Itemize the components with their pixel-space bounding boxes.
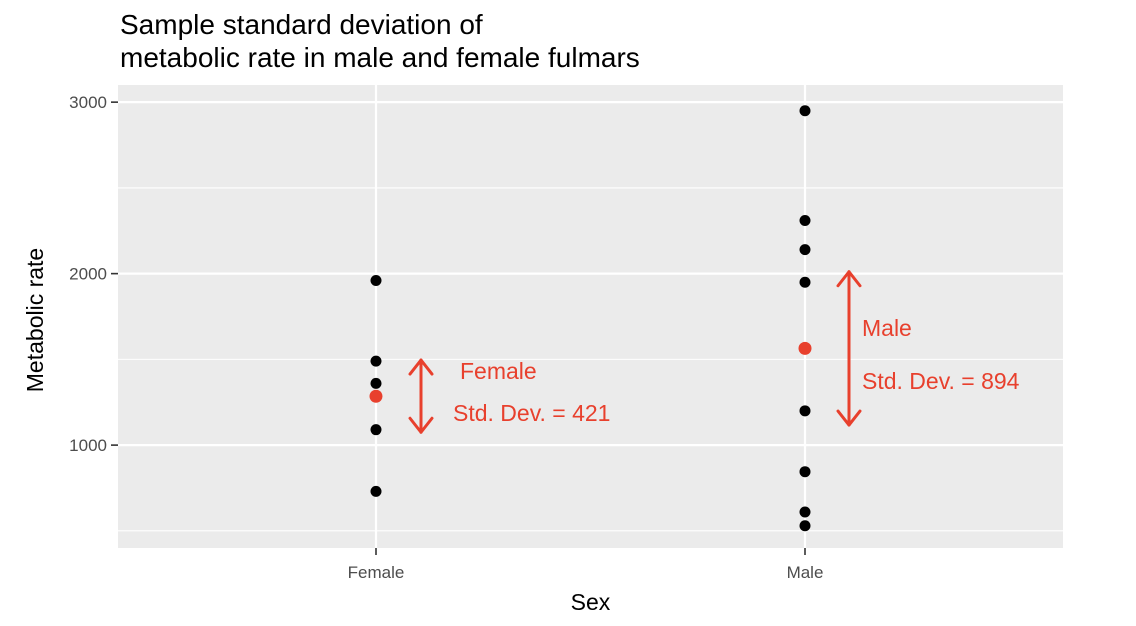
sd-annotation-name: Female — [460, 358, 537, 384]
sd-annotation-label: Std. Dev. = 894 — [862, 368, 1020, 394]
sd-annotation-label: Std. Dev. = 421 — [453, 400, 610, 426]
sd-arrow-head-down — [408, 416, 434, 434]
x-tick-label: Male — [787, 563, 824, 582]
mean-point — [798, 341, 812, 355]
chart-title: Sample standard deviation of metabolic r… — [120, 8, 640, 74]
data-point — [370, 485, 382, 497]
chart-title-line-2: metabolic rate in male and female fulmar… — [120, 42, 640, 73]
data-point — [799, 244, 811, 256]
data-point — [799, 214, 811, 226]
sd-arrow-head-up — [836, 270, 862, 288]
x-axis-title: Sex — [571, 589, 611, 615]
data-point — [370, 355, 382, 367]
data-point — [799, 520, 811, 532]
sd-arrow-head-down — [836, 409, 862, 427]
sd-arrow-head-up — [408, 358, 434, 376]
data-point — [799, 506, 811, 518]
sd-annotation-name: Male — [862, 315, 912, 341]
data-point — [799, 466, 811, 478]
x-axis-ticks: Female Male — [348, 548, 824, 582]
data-point — [370, 274, 382, 286]
sd-arrows: Female Std. Dev. = 421 Male Std. Dev. = 894 — [408, 270, 1020, 434]
y-axis-title: Metabolic rate — [22, 248, 48, 392]
y-tick-label: 2000 — [69, 265, 107, 284]
mean-point — [369, 389, 383, 403]
data-points — [369, 105, 812, 532]
data-point — [799, 105, 811, 117]
data-point — [799, 405, 811, 417]
chart-title-line-1: Sample standard deviation of — [120, 9, 483, 40]
data-point — [370, 424, 382, 436]
x-tick-label: Female — [348, 563, 405, 582]
data-point — [370, 377, 382, 389]
plot-panel — [118, 85, 1063, 548]
data-point — [799, 276, 811, 288]
y-tick-label: 1000 — [69, 436, 107, 455]
y-axis-ticks: 1000 2000 3000 — [69, 93, 118, 455]
y-tick-label: 3000 — [69, 93, 107, 112]
grid-minor — [118, 187, 1063, 532]
